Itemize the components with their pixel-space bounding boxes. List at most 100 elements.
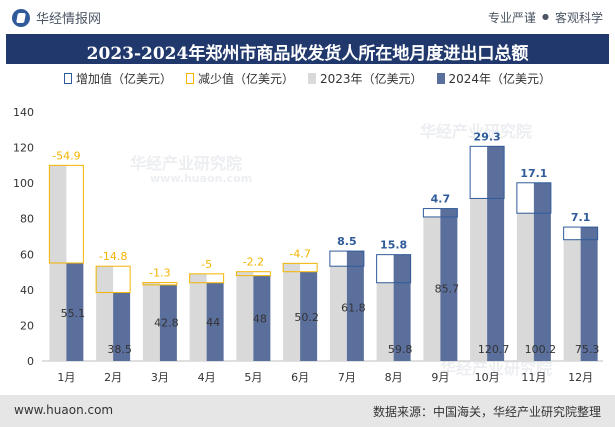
- bar-2023: [142, 282, 160, 361]
- value-label-2024: 75.3: [575, 343, 600, 356]
- value-label-2024: 59.8: [388, 343, 413, 356]
- bar-2024: [393, 254, 411, 361]
- legend-label-increase: 增加值（亿美元）: [75, 71, 172, 86]
- brand-logo-icon: [12, 8, 30, 27]
- chart-title: 2023-2024年郑州市商品收发货人所在地月度进出口总额: [86, 44, 529, 64]
- chart-legend: 增加值（亿美元） 减少值（亿美元） 2023年（亿美元） 2024年（亿美元）: [0, 68, 615, 88]
- x-tick-label: 11月: [521, 371, 546, 384]
- x-tick-label: 8月: [385, 371, 403, 384]
- bar-2024: [487, 146, 505, 361]
- title-bar: 2023-2024年郑州市商品收发货人所在地月度进出口总额: [6, 34, 609, 64]
- legend-item-decrease[interactable]: 减少值（亿美元）: [185, 70, 294, 87]
- site-name: 华经情报网: [36, 12, 102, 27]
- bar-2024: [66, 263, 84, 361]
- bar-2023: [376, 282, 394, 361]
- y-tick-label: 100: [13, 177, 34, 190]
- tagline-left: 专业严谨: [487, 11, 536, 25]
- legend-label-2024: 2024年（亿美元）: [448, 71, 552, 86]
- bar-2024: [533, 182, 551, 361]
- change-label: -2.2: [243, 256, 264, 269]
- bar-2023: [236, 271, 254, 361]
- increase-box: [516, 182, 552, 214]
- legend-item-2023[interactable]: 2023年（亿美元）: [307, 70, 423, 87]
- bar-2024: [580, 227, 598, 361]
- bar-2023: [470, 198, 488, 361]
- legend-item-increase[interactable]: 增加值（亿美元）: [63, 70, 172, 87]
- decrease-box: [142, 282, 178, 286]
- x-tick-label: 6月: [291, 371, 309, 384]
- change-label: -14.8: [99, 250, 127, 263]
- change-label: 17.1: [520, 167, 547, 180]
- change-label: -54.9: [52, 149, 80, 162]
- y-tick-label: 60: [20, 248, 34, 261]
- bar-2024: [440, 208, 458, 361]
- x-tick-label: 4月: [198, 371, 216, 384]
- bar-2023: [329, 266, 347, 361]
- y-tick-label: 0: [27, 355, 34, 368]
- x-tick-label: 9月: [431, 371, 449, 384]
- footer-source: 数据来源：中国海关，华经产业研究院整理: [372, 405, 601, 419]
- value-label-2024: 50.2: [294, 311, 319, 324]
- x-tick-label: 5月: [244, 371, 262, 384]
- decrease-box: [48, 164, 84, 264]
- value-label-2024: 100.2: [525, 343, 557, 356]
- legend-swatch-2023: [307, 72, 316, 84]
- legend-label-2023: 2023年（亿美元）: [319, 71, 423, 86]
- value-label-2024: 42.8: [154, 317, 179, 330]
- legend-label-decrease: 减少值（亿美元）: [197, 71, 294, 86]
- bar-2024: [300, 271, 318, 361]
- value-label-2024: 120.7: [478, 343, 510, 356]
- y-tick-label: 120: [13, 142, 34, 155]
- decrease-box: [189, 273, 225, 284]
- change-label: 8.5: [337, 235, 357, 248]
- legend-swatch-decrease: [185, 72, 194, 84]
- value-label-2024: 38.5: [107, 343, 132, 356]
- bar-2023: [283, 263, 301, 361]
- chart-plot: 0 20 40 60 80 100 120 140 -54.9 55.1 1月 -14.8 38.5 2月…: [13, 106, 603, 384]
- change-label: 29.3: [474, 130, 501, 143]
- decrease-box: [282, 262, 318, 273]
- watermark-2: www.huaon.com: [150, 172, 253, 185]
- change-label: 15.8: [380, 239, 407, 252]
- bar-2023: [516, 213, 534, 361]
- bar-2024: [253, 275, 271, 361]
- decrease-box: [235, 271, 271, 277]
- change-label: -4.7: [289, 247, 310, 260]
- x-tick-label: 12月: [568, 371, 593, 384]
- legend-swatch-2024: [436, 72, 445, 84]
- bar-2024: [346, 251, 364, 361]
- decrease-box: [95, 265, 131, 294]
- increase-box: [469, 145, 505, 199]
- tagline-right: 客观科学: [554, 11, 603, 25]
- increase-box: [329, 250, 365, 267]
- legend-item-2024[interactable]: 2024年（亿美元）: [436, 70, 552, 87]
- increase-box: [563, 226, 599, 241]
- brand[interactable]: 华经情报网: [12, 8, 101, 27]
- x-tick-label: 3月: [151, 371, 169, 384]
- bar-2024: [206, 282, 224, 361]
- bar-2023: [423, 216, 441, 361]
- tagline-separator: ●: [542, 12, 549, 21]
- bar-2023: [96, 266, 114, 361]
- x-tick-label: 10月: [475, 371, 500, 384]
- y-tick-label: 40: [20, 284, 34, 297]
- tagline: 专业严谨 ● 客观科学: [488, 9, 603, 26]
- watermark-4: 华经产业研究院: [440, 359, 553, 378]
- watermark-1: 华经产业研究院: [130, 154, 243, 173]
- change-label: 4.7: [431, 193, 451, 206]
- increase-box: [376, 254, 412, 284]
- x-tick-label: 2月: [104, 371, 122, 384]
- y-tick-label: 140: [13, 106, 34, 119]
- bar-2023: [189, 273, 207, 361]
- bar-2023: [563, 239, 581, 361]
- change-label: 7.1: [571, 211, 591, 224]
- value-label-2024: 85.7: [435, 282, 460, 295]
- footer-website[interactable]: www.huaon.com: [14, 403, 114, 417]
- value-label-2024: 48: [253, 313, 267, 326]
- change-label: -1.3: [149, 267, 170, 280]
- footer: www.huaon.com 数据来源：中国海关，华经产业研究院整理: [0, 395, 615, 427]
- change-label: -5: [201, 258, 212, 271]
- y-tick-label: 80: [20, 213, 34, 226]
- increase-box: [422, 208, 458, 218]
- x-tick-label: 1月: [57, 371, 75, 384]
